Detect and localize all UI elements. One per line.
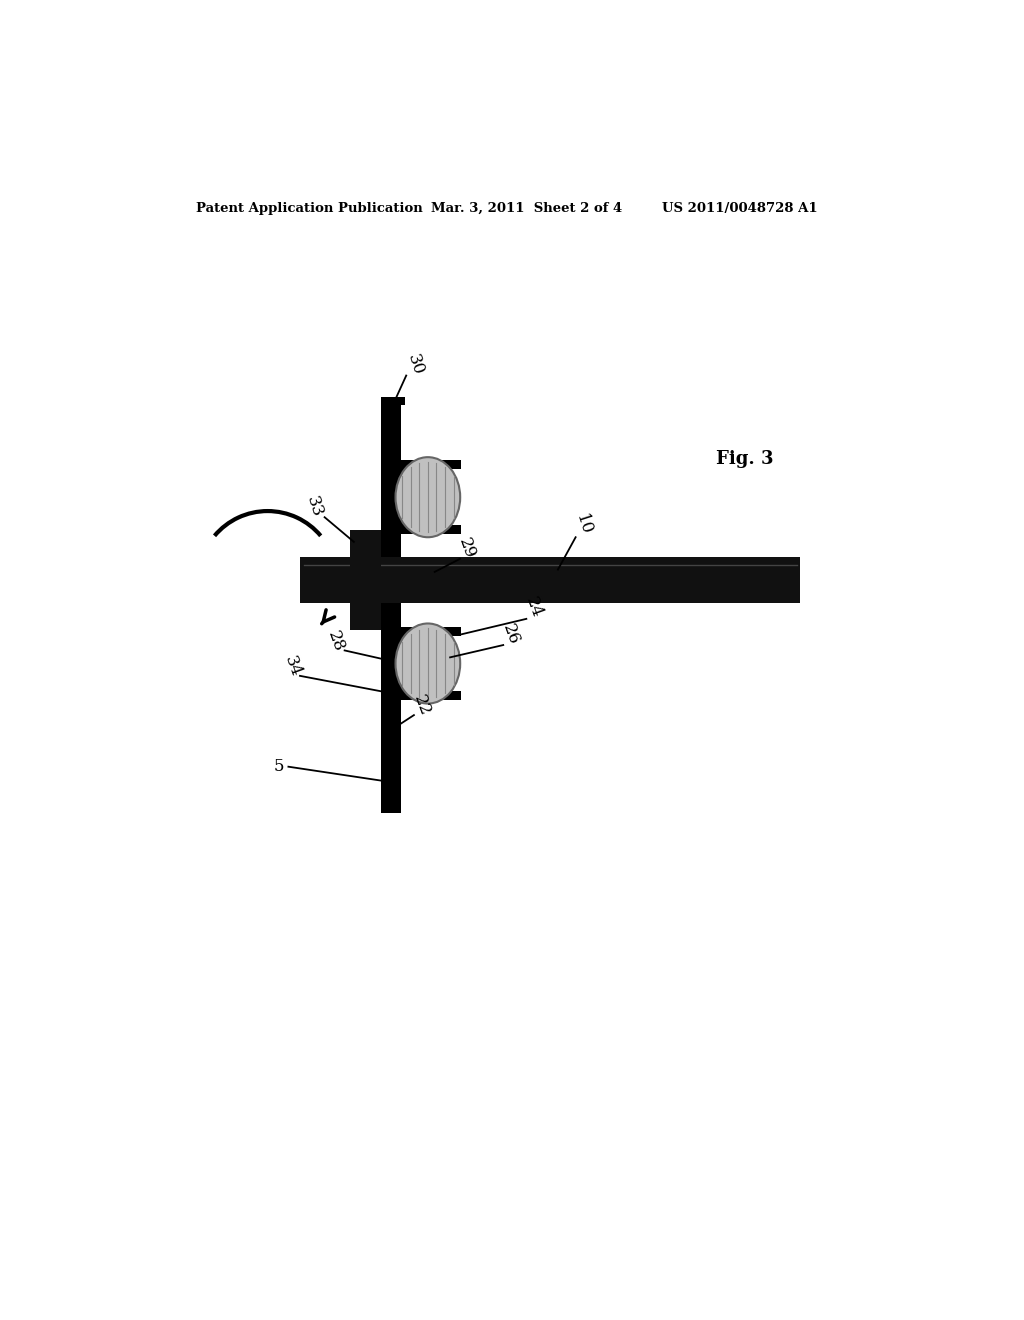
Bar (400, 461, 412, 535)
Bar (381, 397, 406, 405)
Text: US 2011/0048728 A1: US 2011/0048728 A1 (662, 202, 817, 215)
Text: 10: 10 (572, 512, 595, 537)
Ellipse shape (395, 623, 460, 704)
Text: 34: 34 (281, 653, 304, 680)
Text: Patent Application Publication: Patent Application Publication (196, 202, 423, 215)
Bar (381, 397, 400, 557)
Bar (400, 627, 461, 636)
Bar (381, 603, 400, 813)
Bar (300, 557, 801, 603)
Text: Fig. 3: Fig. 3 (716, 450, 773, 467)
Bar (350, 531, 381, 631)
Bar (400, 692, 461, 701)
Text: Mar. 3, 2011  Sheet 2 of 4: Mar. 3, 2011 Sheet 2 of 4 (431, 202, 623, 215)
Text: 5: 5 (274, 758, 285, 775)
Bar (400, 627, 412, 701)
Text: 28: 28 (325, 628, 348, 655)
Bar (400, 525, 461, 535)
Text: 29: 29 (455, 535, 478, 561)
Ellipse shape (395, 457, 460, 537)
Text: 30: 30 (404, 352, 427, 378)
Text: 22: 22 (410, 692, 433, 718)
Text: 33: 33 (302, 495, 326, 520)
Text: 26: 26 (500, 622, 522, 647)
Bar (400, 461, 461, 470)
Text: 24: 24 (522, 594, 546, 620)
